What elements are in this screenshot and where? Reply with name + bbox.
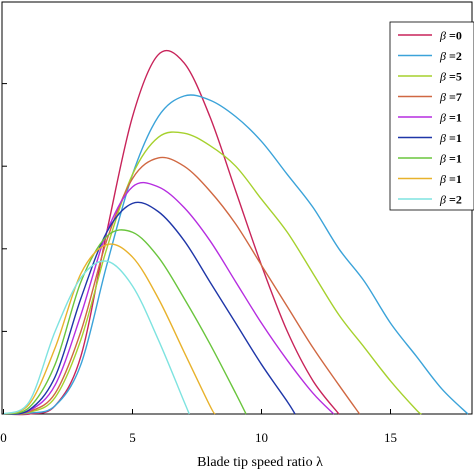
series-layer xyxy=(3,49,469,416)
x-tick-label: 10 xyxy=(255,430,268,445)
series-line-0 xyxy=(3,49,340,416)
series-line-2 xyxy=(3,131,422,415)
series-line-3 xyxy=(3,156,361,415)
series-line-7 xyxy=(3,243,216,415)
x-tick-label: 0 xyxy=(0,430,7,445)
x-tick-label: 5 xyxy=(129,430,136,445)
series-line-6 xyxy=(3,229,247,415)
series-line-8 xyxy=(3,260,190,415)
legend-label-8: β =2 xyxy=(439,193,462,207)
legend-label-0: β =0 xyxy=(439,29,462,43)
legend-label-1: β =2 xyxy=(439,49,462,63)
series-line-4 xyxy=(3,181,335,415)
x-axis-title: Blade tip speed ratio λ xyxy=(197,455,323,470)
legend: β =0 β =2 β =5 β =7 β =1 β =1 β =1 β =1 β =2 xyxy=(389,21,474,211)
legend-label-2: β =5 xyxy=(439,70,462,84)
legend-label-3: β =7 xyxy=(439,90,462,104)
legend-label-4: β =1 xyxy=(439,111,462,125)
legend-label-7: β =1 xyxy=(439,172,462,186)
legend-label-6: β =1 xyxy=(439,152,462,166)
series-line-5 xyxy=(3,201,296,415)
legend-label-5: β =1 xyxy=(439,131,462,145)
axes-layer: 0 5 10 15 xyxy=(0,83,397,445)
x-tick-label: 15 xyxy=(384,430,397,445)
series-line-1 xyxy=(3,94,469,415)
